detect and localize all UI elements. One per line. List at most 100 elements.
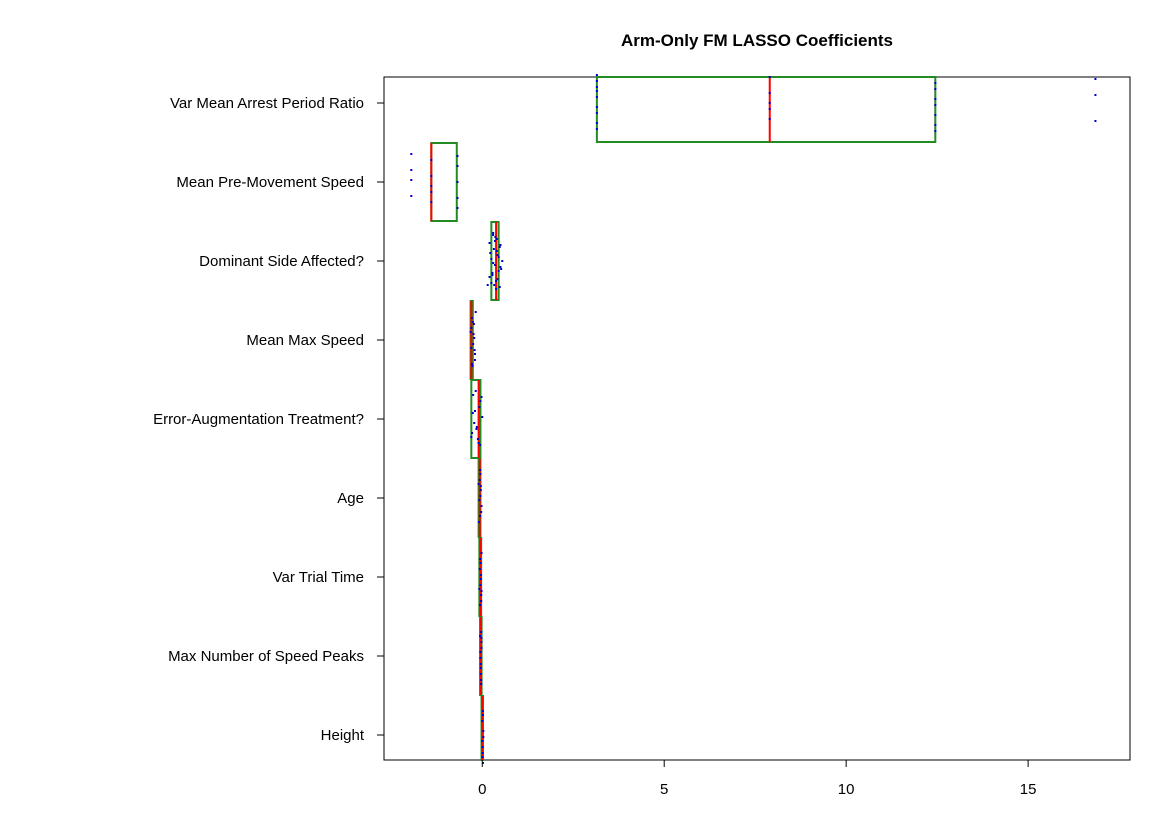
data-point [934, 130, 937, 132]
data-point [492, 248, 495, 250]
x-axis: 0 5 10 15 [478, 760, 1036, 798]
data-point [477, 483, 480, 485]
data-point [473, 353, 476, 355]
data-point [495, 250, 498, 252]
data-point [481, 710, 484, 712]
data-point [481, 752, 484, 754]
data-point [498, 286, 501, 288]
data-point [476, 438, 479, 440]
data-point [473, 337, 476, 339]
data-point [480, 679, 483, 681]
data-point [481, 720, 484, 722]
data-point [934, 124, 937, 126]
y-tick-label: Error-Augmentation Treatment? [153, 411, 364, 428]
data-point [768, 118, 771, 120]
data-point [768, 92, 771, 94]
data-point [456, 207, 459, 209]
data-point [479, 400, 482, 402]
data-point [481, 746, 484, 748]
data-point [456, 155, 459, 157]
data-point [471, 365, 474, 367]
data-point [595, 106, 598, 108]
data-point [480, 505, 483, 507]
data-point [482, 730, 485, 732]
data-point [495, 288, 498, 290]
data-point [471, 321, 474, 323]
data-point [480, 631, 483, 633]
data-point [495, 238, 498, 240]
data-point [479, 495, 482, 497]
data-point [481, 714, 484, 716]
data-point [480, 683, 483, 685]
data-point [479, 651, 482, 653]
data-point [473, 410, 476, 412]
data-point [489, 252, 492, 254]
data-point [478, 499, 481, 501]
data-point [480, 641, 483, 643]
data-point [469, 331, 472, 333]
y-tick-label: Dominant Side Affected? [199, 253, 364, 270]
data-point [474, 311, 477, 313]
y-tick-label: Age [337, 490, 364, 507]
data-point [934, 114, 937, 116]
data-point [490, 282, 493, 284]
data-point [494, 236, 497, 238]
data-point [472, 323, 475, 325]
y-tick-label: Mean Max Speed [246, 332, 364, 349]
data-point [474, 390, 477, 392]
data-point [430, 191, 433, 193]
data-point [475, 426, 478, 428]
data-point [410, 195, 413, 197]
box-2 [490, 221, 500, 301]
data-point [488, 242, 491, 244]
data-point [430, 185, 433, 187]
data-point [470, 327, 473, 329]
data-point [475, 428, 478, 430]
plot-frame [383, 76, 1131, 761]
y-tick-label: Var Mean Arrest Period Ratio [170, 95, 364, 112]
data-point [480, 590, 483, 592]
y-tick-label: Var Trial Time [273, 569, 364, 586]
data-point [479, 667, 482, 669]
data-point [479, 562, 482, 564]
data-point [479, 489, 482, 491]
data-point [497, 270, 500, 272]
data-point [595, 112, 598, 114]
data-point [934, 104, 937, 106]
data-point [500, 268, 503, 270]
data-point [481, 762, 484, 764]
data-point [499, 244, 502, 246]
data-point [481, 416, 484, 418]
data-point [486, 284, 489, 286]
y-tick-label: Mean Pre-Movement Speed [176, 174, 364, 191]
data-point [491, 272, 494, 274]
data-point [480, 600, 483, 602]
data-point [595, 90, 598, 92]
data-point [478, 568, 481, 570]
data-point [496, 278, 499, 280]
data-point [471, 432, 474, 434]
data-point [1094, 94, 1097, 96]
data-point [495, 280, 498, 282]
data-point [470, 436, 473, 438]
data-point [480, 511, 483, 513]
data-point [480, 647, 483, 649]
boxes-layer [430, 76, 937, 761]
chart-title: Arm-Only FM LASSO Coefficients [621, 31, 893, 50]
data-point [934, 82, 937, 84]
data-point [595, 122, 598, 124]
data-point [472, 333, 475, 335]
y-axis: Var Mean Arrest Period Ratio Mean Pre-Mov… [153, 95, 384, 744]
data-point [1094, 120, 1097, 122]
data-point [478, 588, 481, 590]
data-point [479, 485, 482, 487]
x-tick-label: 5 [660, 781, 668, 798]
data-point [479, 584, 482, 586]
data-point [493, 284, 496, 286]
data-point [768, 108, 771, 110]
data-point [479, 473, 482, 475]
data-point [595, 80, 598, 82]
data-point [496, 254, 499, 256]
data-point [479, 635, 482, 637]
x-tick-label: 15 [1020, 781, 1037, 798]
